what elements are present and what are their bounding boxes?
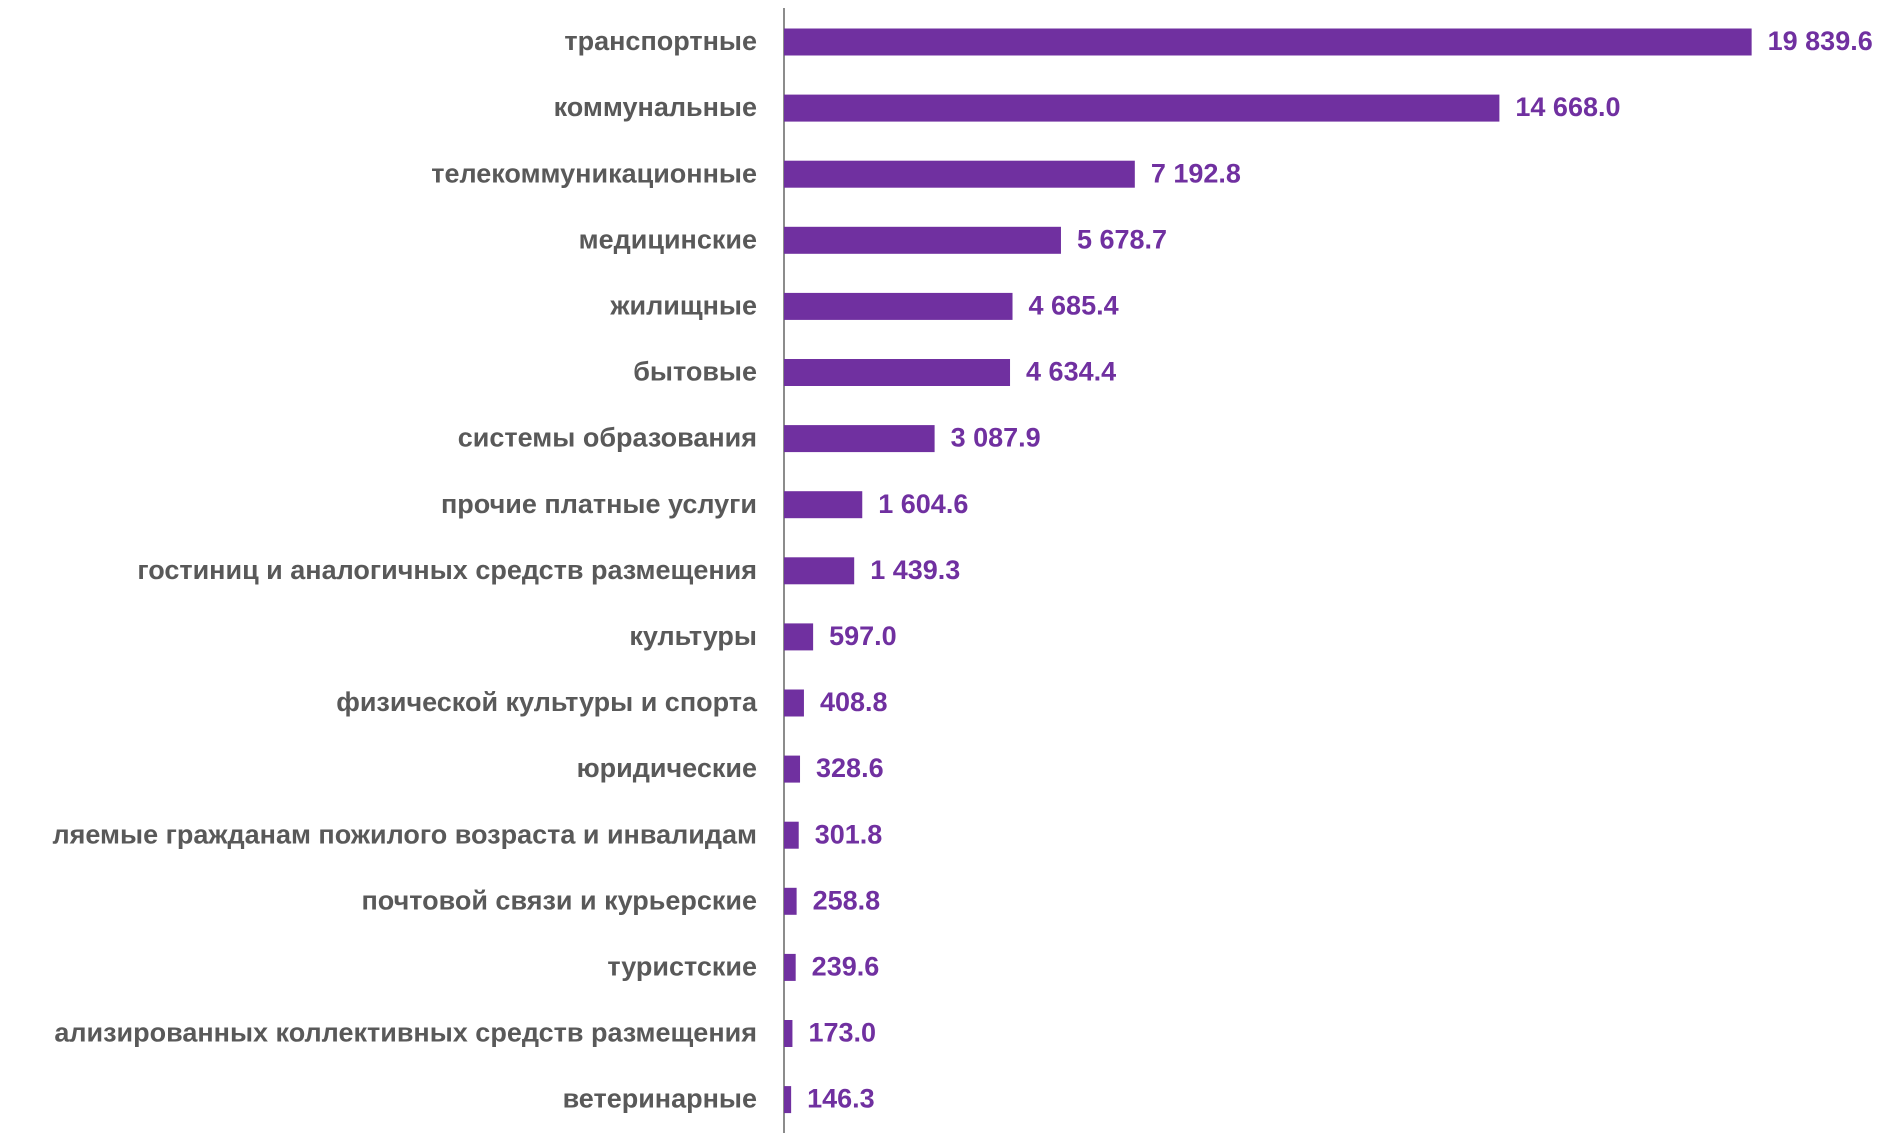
value-label: 14 668.0 [1515, 92, 1620, 122]
category-label: ализированных коллективных средств разме… [54, 1018, 757, 1048]
value-label: 328.6 [816, 753, 884, 783]
value-label: 597.0 [829, 621, 897, 651]
bar [784, 227, 1061, 254]
bar [784, 293, 1013, 320]
chart: транспортные 19 839.6 коммунальные 14 668.0… [0, 0, 1888, 1139]
category-label: бытовые [633, 357, 757, 387]
value-label: 5 678.7 [1077, 224, 1167, 254]
category-label: гостиниц и аналогичных средств размещени… [137, 555, 757, 585]
category-label: коммунальные [554, 92, 757, 122]
bar [784, 491, 862, 518]
category-label: почтовой связи и курьерские [361, 885, 757, 915]
category-label: ляемые гражданам пожилого возраста и инв… [52, 819, 757, 849]
value-label: 4 685.4 [1029, 291, 1119, 321]
value-label: 7 192.8 [1151, 158, 1241, 188]
value-label: 258.8 [813, 885, 881, 915]
bar [784, 359, 1010, 386]
category-label: туристские [607, 952, 757, 982]
category-label: жилищные [609, 291, 757, 321]
bar [784, 822, 799, 849]
bar [784, 954, 796, 981]
bar [784, 425, 935, 452]
value-label: 1 604.6 [878, 489, 968, 519]
category-label: прочие платные услуги [441, 489, 757, 519]
value-label: 146.3 [807, 1084, 875, 1114]
category-label: системы образования [458, 423, 757, 453]
category-label: ветеринарные [563, 1084, 757, 1114]
value-label: 19 839.6 [1768, 26, 1873, 56]
bar [784, 29, 1752, 56]
value-label: 408.8 [820, 687, 888, 717]
category-label: транспортные [564, 26, 757, 56]
bar [784, 690, 804, 717]
bar [784, 756, 800, 783]
value-label: 4 634.4 [1026, 357, 1116, 387]
bar [784, 1020, 792, 1047]
bar [784, 557, 854, 584]
category-label: культуры [629, 621, 757, 651]
category-label: телекоммуникационные [431, 158, 757, 188]
category-label: физической культуры и спорта [336, 687, 758, 717]
value-label: 239.6 [812, 952, 880, 982]
value-label: 1 439.3 [870, 555, 960, 585]
bar [784, 888, 797, 915]
value-label: 173.0 [808, 1018, 876, 1048]
bar [784, 161, 1135, 188]
bar [784, 1086, 791, 1113]
value-label: 301.8 [815, 819, 883, 849]
category-label: медицинские [579, 224, 757, 254]
bar [784, 95, 1499, 122]
category-label: юридические [577, 753, 757, 783]
value-label: 3 087.9 [951, 423, 1041, 453]
bar [784, 623, 813, 650]
